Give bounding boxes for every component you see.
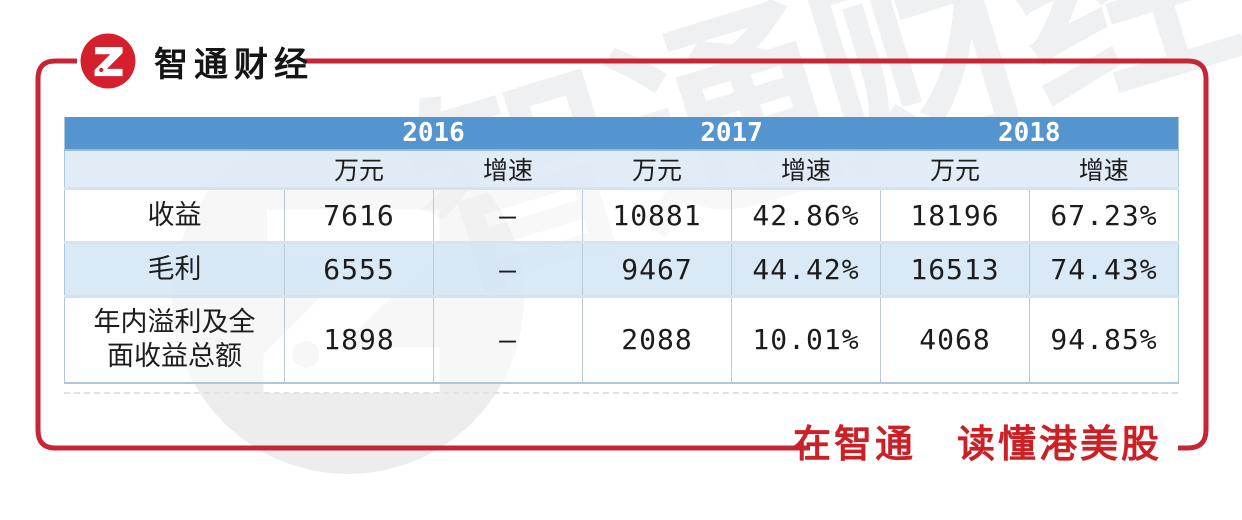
subheader-growth: 增速 xyxy=(1029,149,1179,189)
cell-value: – xyxy=(433,295,583,383)
table-row-revenue: 收益 7616 – 10881 42.86% 18196 67.23% xyxy=(64,187,1179,243)
subheader-spacer xyxy=(64,149,285,189)
cell-value: 74.43% xyxy=(1029,241,1179,297)
row-label: 收益 xyxy=(64,187,285,243)
cell-value: 9467 xyxy=(582,241,732,297)
cell-value: 7616 xyxy=(284,187,434,243)
subheader-unit: 万元 xyxy=(582,149,732,189)
cell-value: 10.01% xyxy=(731,295,881,383)
cell-value: 67.23% xyxy=(1029,187,1179,243)
cell-value: 18196 xyxy=(880,187,1030,243)
table-row-total-profit: 年内溢利及全面收益总额 1898 – 2088 10.01% 4068 94.8… xyxy=(64,295,1179,383)
cell-value: 16513 xyxy=(880,241,1030,297)
table-row-gross-profit: 毛利 6555 – 9467 44.42% 16513 74.43% xyxy=(64,241,1179,297)
row-label: 年内溢利及全面收益总额 xyxy=(64,295,285,383)
row-label: 毛利 xyxy=(64,241,285,297)
brand-name: 智通财经 xyxy=(154,45,314,84)
cell-value: – xyxy=(433,187,583,243)
year-header-2017: 2017 xyxy=(582,117,881,150)
subheader-unit: 万元 xyxy=(880,149,1030,189)
brand-slogan: 在智通 读懂港美股 xyxy=(792,424,1162,466)
subheader-unit: 万元 xyxy=(284,149,434,189)
brand-header: 智通财经 xyxy=(80,33,314,89)
zhitong-logo-icon xyxy=(80,33,136,89)
cell-value: 2088 xyxy=(582,295,732,383)
cell-value: 44.42% xyxy=(731,241,881,297)
table-year-header-row: 2016 2017 2018 xyxy=(64,117,1179,150)
cell-value: 1898 xyxy=(284,295,434,383)
year-header-2016: 2016 xyxy=(284,117,583,150)
table-subheader-row: 万元 增速 万元 增速 万元 增速 xyxy=(64,149,1179,189)
cell-value: 6555 xyxy=(284,241,434,297)
dotted-divider xyxy=(64,392,1178,394)
cell-value: 4068 xyxy=(880,295,1030,383)
cell-value: – xyxy=(433,241,583,297)
year-header-spacer xyxy=(64,117,285,150)
year-header-2018: 2018 xyxy=(880,117,1179,150)
financial-table: 2016 2017 2018 万元 增速 万元 增速 万元 增速 收益 7616… xyxy=(64,117,1179,384)
cell-value: 94.85% xyxy=(1029,295,1179,383)
subheader-growth: 增速 xyxy=(433,149,583,189)
subheader-growth: 增速 xyxy=(731,149,881,189)
cell-value: 10881 xyxy=(582,187,732,243)
cell-value: 42.86% xyxy=(731,187,881,243)
